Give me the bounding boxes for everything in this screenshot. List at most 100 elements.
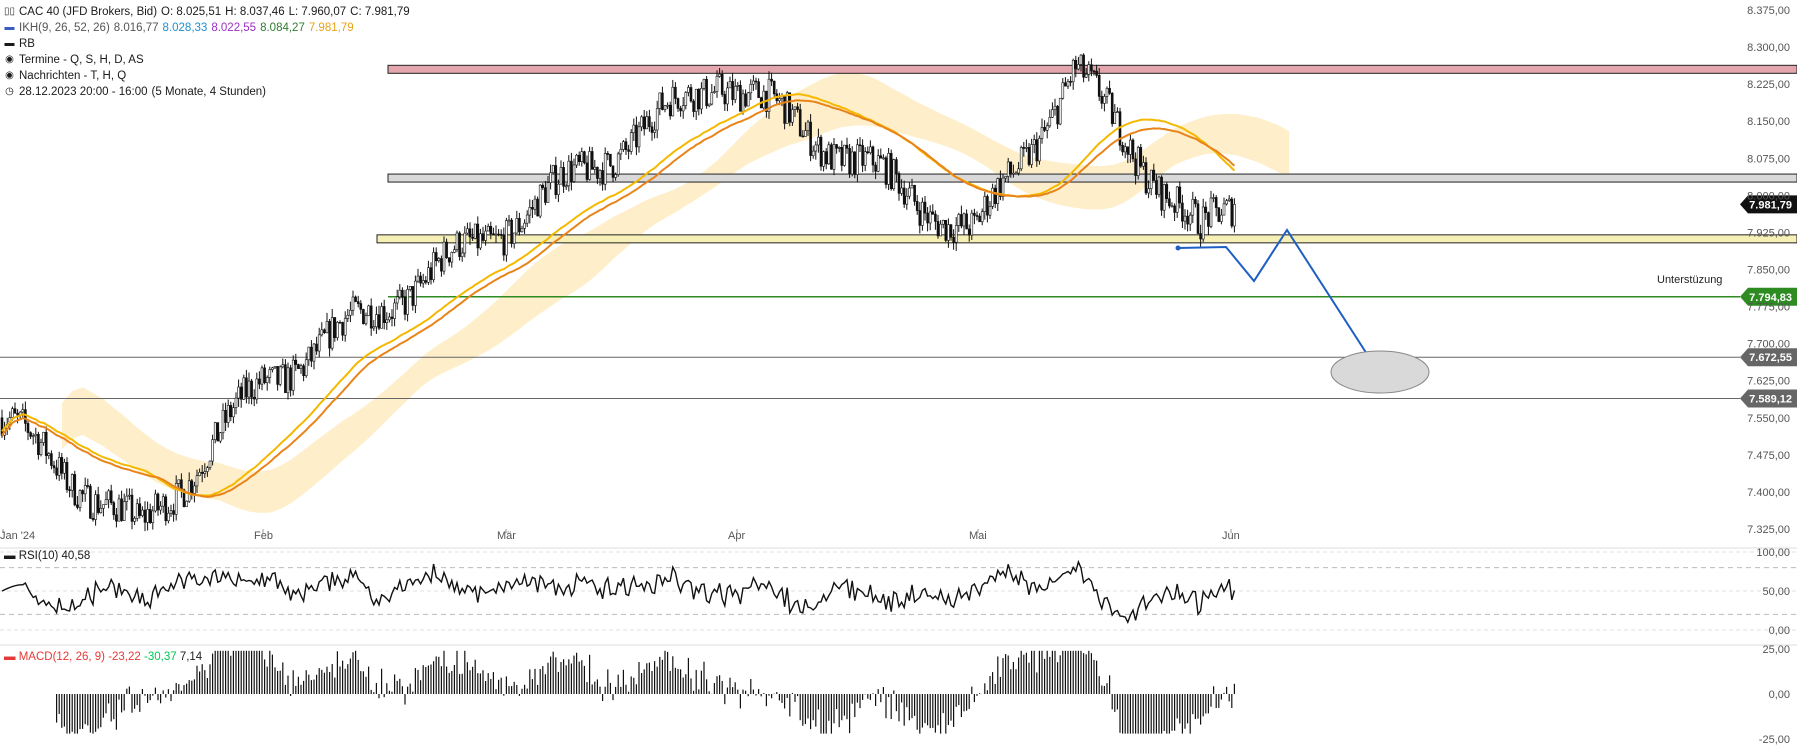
candle-body [362,309,365,325]
legend-range-row[interactable]: ◷ 28.12.2023 20:00 - 16:00 (5 Monate, 4 … [4,84,410,100]
rsi-tick-label: 0,00 [1769,625,1790,637]
candle-body [1077,64,1080,70]
candle-body [351,296,355,311]
candle-body [336,322,339,338]
y-tick-label: 7.400,00 [1747,487,1790,499]
candle-body [824,151,828,165]
candle-body [315,343,318,352]
y-tick-label: 8.225,00 [1747,79,1790,91]
candle-body [1222,203,1226,216]
legend-title-row: ▯▯ CAC 40 (JFD Brokers, Bid) O: 8.025,51… [4,4,410,20]
instrument-title[interactable]: CAC 40 (JFD Brokers, Bid) [19,6,158,18]
ohlc-high: H: 8.037,46 [225,6,285,18]
candle-body [291,359,295,391]
macd-tick-label: -25,00 [1759,734,1790,746]
candle-body [57,457,61,476]
candle-body [130,494,134,522]
candle-body [687,87,690,93]
candle-body [577,154,581,162]
rsi-legend[interactable]: ▬ RSI(10) 40,58 [4,550,90,562]
candle-body [1214,197,1218,208]
chart-type-icon[interactable]: ▯▯ [4,6,16,17]
candle-body [910,184,914,189]
candle-body [1183,215,1187,222]
candle-body [193,485,196,494]
level-tag [1740,348,1797,367]
candle-body [603,153,607,185]
candle-body [1139,147,1143,167]
legend-rb-row[interactable]: ▬ RB [4,36,410,52]
candle-body [203,471,207,474]
candle-body [559,167,563,185]
candle-body [265,377,269,383]
legend-nachrichten-row[interactable]: ◉ Nachrichten - T, H, Q [4,68,410,84]
candle-body [791,109,794,123]
candle-body [806,121,810,131]
candle-body [1162,184,1166,211]
candle-body [219,432,222,442]
candle-body [767,78,771,112]
candle-body [398,289,402,298]
support-label: Unterstüzung [1657,274,1722,286]
candle-body [609,153,612,167]
rb-label: RB [19,38,35,50]
candle-body [1056,105,1059,125]
candle-body [965,213,968,230]
candle-body [484,230,487,241]
candle-body [377,314,381,329]
candle-body [926,212,929,224]
candle-body [726,87,729,105]
macd-tick-label: 0,00 [1769,689,1790,701]
candle-body [1113,111,1117,124]
candle-body [866,151,870,153]
candle-body [81,490,84,495]
candle-body [1168,198,1171,207]
macd-panel: 25,00 0,00 -25,00 [55,644,1790,746]
legend-ikh-row[interactable]: ▬ IKH(9, 26, 52, 26) 8.016,77 8.028,33 8… [4,20,410,36]
candle-body [585,162,589,180]
candle-body [536,198,539,217]
candle-body [663,105,667,110]
candle-body [180,479,183,491]
candle-body [1209,197,1213,227]
candle-body [356,301,360,304]
candle-body [489,225,493,235]
ikh-value-3: 8.022,55 [211,22,257,34]
candle-body [1061,82,1065,99]
x-tick-label: Mai [969,530,987,542]
candle-body [908,187,911,197]
candle-body [570,160,573,182]
candle-body [1116,111,1119,113]
candle-body [323,329,326,334]
legend-termine-row[interactable]: ◉ Termine - Q, S, H, D, AS [4,52,410,68]
candle-body [481,233,485,241]
candle-body [11,408,14,418]
rsi-label: RSI(10) [18,550,59,562]
rsi-panel: 100,00 50,00 0,00 [0,547,1797,637]
last-price-label: 7.981,79 [1749,199,1792,211]
candle-body [1048,117,1052,127]
candle-body [715,76,719,92]
macd-legend[interactable]: ▬ MACD(12, 26, 9) -23,22 -30,37 7,14 [4,651,202,663]
candle-body [164,496,168,522]
candle-body [26,423,30,433]
candle-body [827,144,831,165]
candle-body [44,432,48,456]
candle-body [837,147,841,149]
candle-body [960,214,963,227]
candle-body [120,498,123,521]
candle-body [702,78,706,89]
candle-body [546,182,550,203]
candle-body [822,151,825,167]
candle-body [174,483,178,515]
candle-body [216,422,220,442]
macd-value-1: -23,22 [108,651,141,663]
candle-body [94,494,97,520]
candle-body [723,94,727,105]
candle-body [369,305,373,329]
candle-body [736,84,740,87]
candle-body [1157,176,1161,195]
candle-body [68,489,71,491]
candle-body [705,78,708,107]
